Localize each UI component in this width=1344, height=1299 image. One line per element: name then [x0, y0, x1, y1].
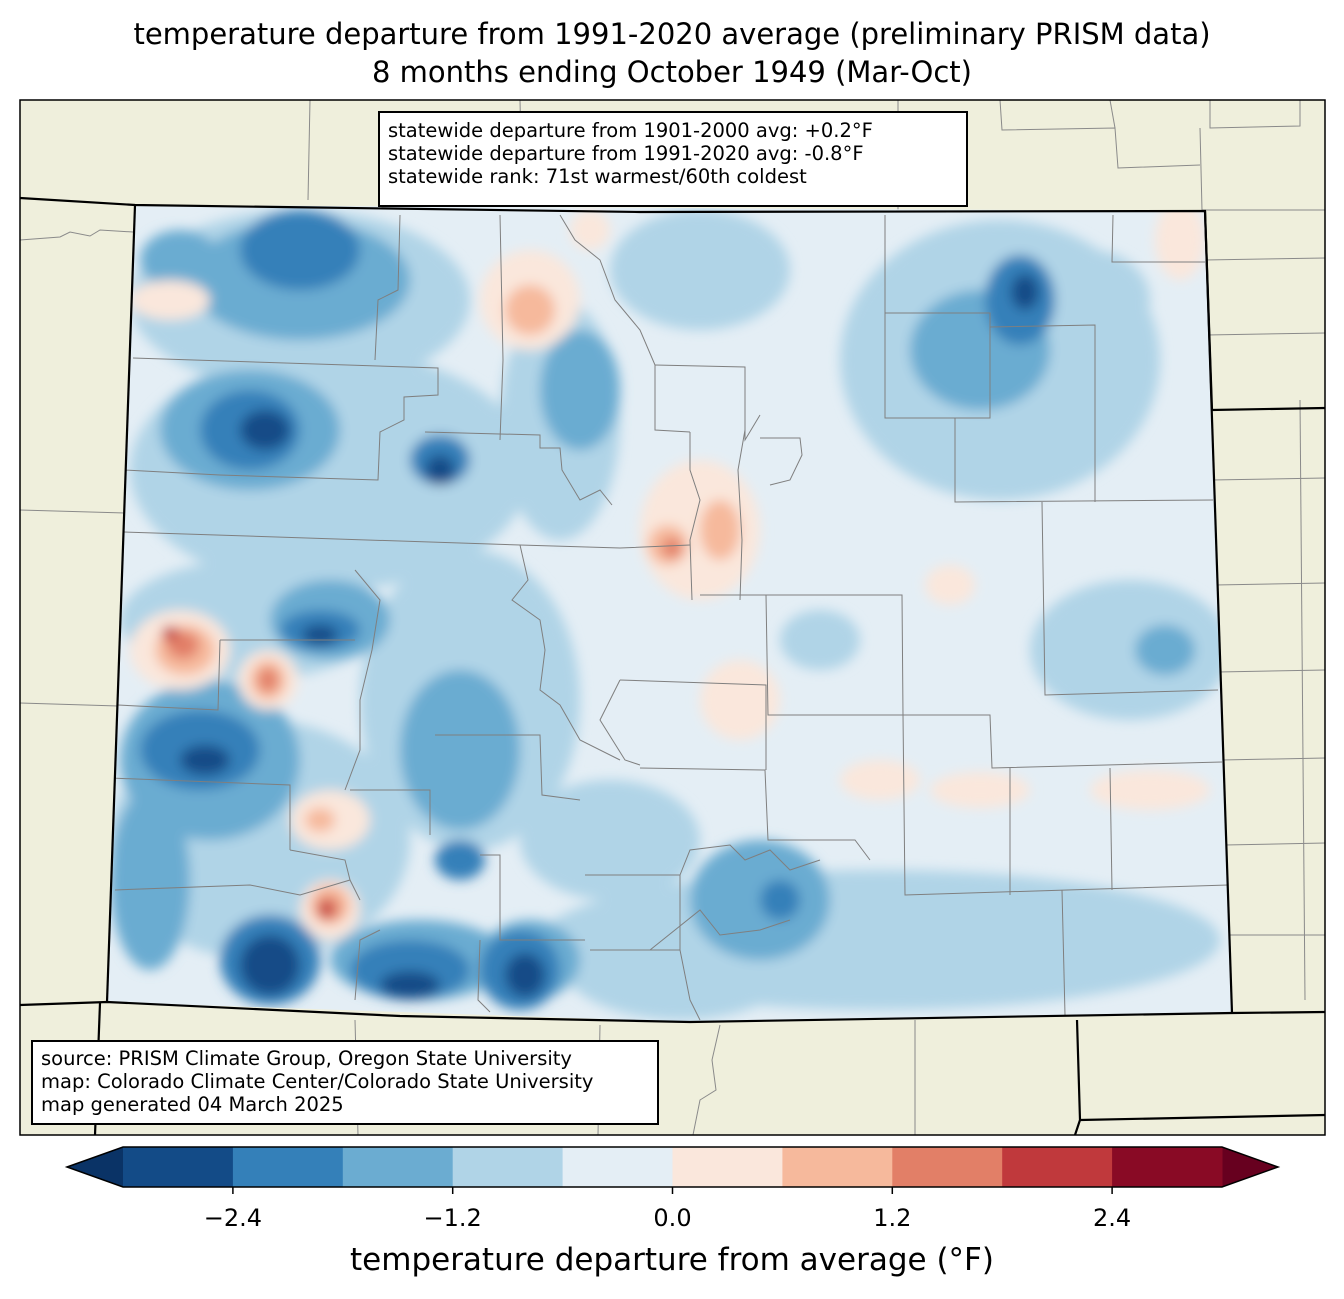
colorbar-tick-label: 2.4	[1093, 1204, 1132, 1232]
map-credit: map: Colorado Climate Center/Colorado St…	[41, 1070, 594, 1093]
colorbar-label: temperature departure from average (°F)	[350, 1242, 994, 1278]
temperature-contour-region	[400, 670, 520, 830]
temperature-contour-region	[302, 625, 338, 645]
colorbar-bin	[342, 1147, 454, 1187]
source-box: source: PRISM Climate Group, Oregon Stat…	[31, 1040, 659, 1125]
temperature-contour-region	[305, 808, 335, 832]
temperature-contour-region	[162, 626, 178, 640]
temperature-contour-region	[1135, 625, 1195, 675]
colorbar-bin	[232, 1147, 344, 1187]
county-lines	[109, 214, 1229, 1021]
colorbar	[64, 1146, 1281, 1194]
map-frame	[19, 99, 1326, 1136]
colorbar-bin	[892, 1147, 1003, 1187]
temperature-contour-region	[760, 880, 800, 920]
colorbar-bin	[672, 1147, 783, 1187]
colorbar-bin	[782, 1147, 893, 1187]
colorbar-bin	[123, 1147, 234, 1187]
colorbar-over-arrow	[1222, 1147, 1278, 1187]
stats-rank: statewide rank: 71st warmest/60th coldes…	[388, 165, 807, 188]
temperature-contour-region	[1030, 580, 1230, 720]
temperature-contour-region	[662, 538, 682, 558]
temperature-contour-region	[1090, 770, 1210, 810]
temperature-contour-region	[130, 280, 210, 320]
temperature-field	[107, 205, 1232, 1022]
temperature-contour-region	[320, 902, 332, 918]
colorbar-bin	[1112, 1147, 1223, 1187]
temperature-contour-region	[1155, 205, 1205, 280]
temperature-contour-region	[505, 285, 555, 335]
colorbar-bin	[562, 1147, 673, 1187]
temperature-contour-region	[780, 610, 860, 670]
temperature-contour-region	[840, 760, 920, 800]
stats-departure-1901-2000: statewide departure from 1901-2000 avg: …	[388, 119, 873, 142]
temperature-contour-region	[380, 971, 440, 999]
map-title-line-2: 8 months ending October 1949 (Mar-Oct)	[371, 55, 972, 89]
temperature-contour-region	[258, 668, 278, 692]
temperature-contour-region	[1011, 274, 1039, 310]
temperature-contour-region	[700, 660, 780, 740]
source-credit: source: PRISM Climate Group, Oregon Stat…	[41, 1047, 572, 1070]
temperature-contour-region	[570, 210, 610, 250]
temperature-contour-region	[435, 840, 485, 880]
generated-date: map generated 04 March 2025	[41, 1093, 344, 1116]
colorbar-under-arrow	[67, 1147, 123, 1187]
colorbar-tick-label: −2.4	[203, 1204, 263, 1232]
temperature-contour-region	[140, 230, 220, 290]
temperature-contour-region	[925, 565, 975, 605]
temperature-contour-region	[540, 330, 620, 450]
temperature-contour-region	[1030, 250, 1150, 350]
temperature-contour-region	[240, 935, 300, 995]
colorbar-outline	[64, 1146, 1281, 1188]
temperature-contour-region	[240, 410, 290, 450]
temperature-contour-region	[180, 745, 230, 775]
stats-departure-1991-2020: statewide departure from 1991-2020 avg: …	[388, 142, 864, 165]
colorbar-tick-label: 1.2	[873, 1204, 912, 1232]
colorbar-bin	[1002, 1147, 1113, 1187]
temperature-contour-region	[505, 953, 545, 997]
colorbar-tick-label: −1.2	[423, 1204, 482, 1232]
temperature-contour-region	[425, 455, 455, 485]
temperature-contour-region	[610, 210, 790, 330]
temperature-contour-region	[520, 780, 700, 900]
temperature-contour-region	[700, 500, 740, 560]
temperature-contour-region	[110, 790, 190, 970]
colorbar-tick-label: 0.0	[653, 1204, 692, 1232]
map-title-line-1: temperature departure from 1991-2020 ave…	[133, 17, 1211, 51]
statewide-stats-box: statewide departure from 1901-2000 avg: …	[378, 111, 968, 207]
colorbar-bin	[452, 1147, 564, 1187]
temperature-contour-region	[240, 210, 360, 290]
temperature-contour-region	[930, 772, 1030, 808]
